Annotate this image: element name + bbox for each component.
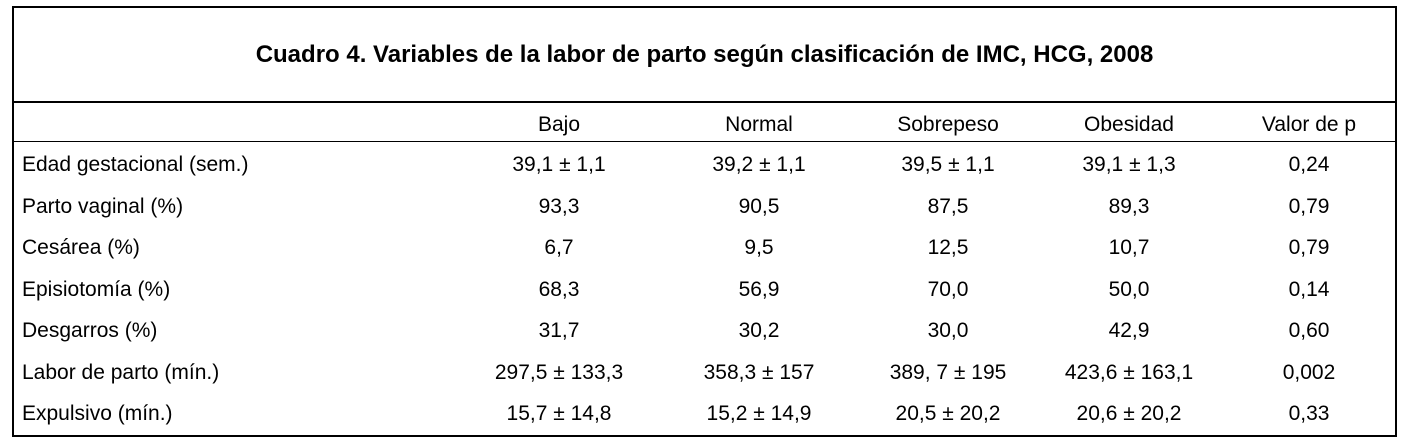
table-cell: 12,5 xyxy=(927,236,969,259)
row-label: Parto vaginal (%) xyxy=(22,194,184,218)
table-cell: 39,1 ± 1,3 xyxy=(1082,153,1176,176)
table-cell: 0,79 xyxy=(1288,236,1330,259)
row-label: Cesárea (%) xyxy=(22,236,140,259)
table-cell: 87,5 xyxy=(927,194,969,218)
row-label: Expulsivo (mín.) xyxy=(22,402,173,425)
table-cell: 89,3 xyxy=(1108,194,1150,218)
table-cell: 0,60 xyxy=(1288,319,1330,342)
column-header: Obesidad xyxy=(1084,113,1174,136)
table-frame: Cuadro 4. Variables de la labor de parto… xyxy=(12,6,1397,437)
table-cell: 90,5 xyxy=(738,194,780,218)
table-cell: 39,5 ± 1,1 xyxy=(901,153,995,176)
row-label: Labor de parto (mín.) xyxy=(22,360,220,384)
table-cell: 15,2 ± 14,9 xyxy=(706,402,812,425)
table-title: Cuadro 4. Variables de la labor de parto… xyxy=(14,8,1395,103)
row-label: Desgarros (%) xyxy=(22,319,158,342)
table-cell: 30,0 xyxy=(927,319,969,342)
table-cell: 9,5 xyxy=(744,236,774,259)
table-cell: 297,5 ± 133,3 xyxy=(494,360,624,384)
table-cell: 30,2 xyxy=(738,319,780,342)
table-cell: 10,7 xyxy=(1108,236,1150,259)
table-cell: 0,33 xyxy=(1288,402,1330,425)
row-label: Edad gestacional (sem.) xyxy=(22,153,249,176)
table-cell: 20,5 ± 20,2 xyxy=(895,402,1001,425)
table-cell: 70,0 xyxy=(927,277,969,301)
table-cell: 93,3 xyxy=(538,194,580,218)
table-cell: 0,79 xyxy=(1288,194,1330,218)
table-cell: 31,7 xyxy=(538,319,580,342)
column-header: Sobrepeso xyxy=(897,113,999,136)
table-cell: 39,2 ± 1,1 xyxy=(712,153,806,176)
table-cell: 42,9 xyxy=(1108,319,1150,342)
column-header: Valor de p xyxy=(1261,113,1357,136)
table-cell: 0,24 xyxy=(1288,153,1330,176)
row-label: Episiotomía (%) xyxy=(22,277,171,301)
header-rule xyxy=(14,141,1395,142)
table-cell: 50,0 xyxy=(1108,277,1150,301)
table-cell: 68,3 xyxy=(538,277,580,301)
table-cell: 15,7 ± 14,8 xyxy=(506,402,612,425)
table-cell: 358,3 ± 157 xyxy=(703,360,815,384)
table-cell: 39,1 ± 1,1 xyxy=(512,153,606,176)
column-header: Bajo xyxy=(537,113,581,136)
table-cell: 56,9 xyxy=(738,277,780,301)
table-cell: 389, 7 ± 195 xyxy=(889,360,1007,384)
column-header: Normal xyxy=(725,113,793,136)
table-cell: 0,002 xyxy=(1282,360,1336,384)
table-cell: 6,7 xyxy=(544,236,574,259)
table-cell: 0,14 xyxy=(1288,277,1330,301)
table-cell: 423,6 ± 163,1 xyxy=(1064,360,1194,384)
table-cell: 20,6 ± 20,2 xyxy=(1076,402,1182,425)
